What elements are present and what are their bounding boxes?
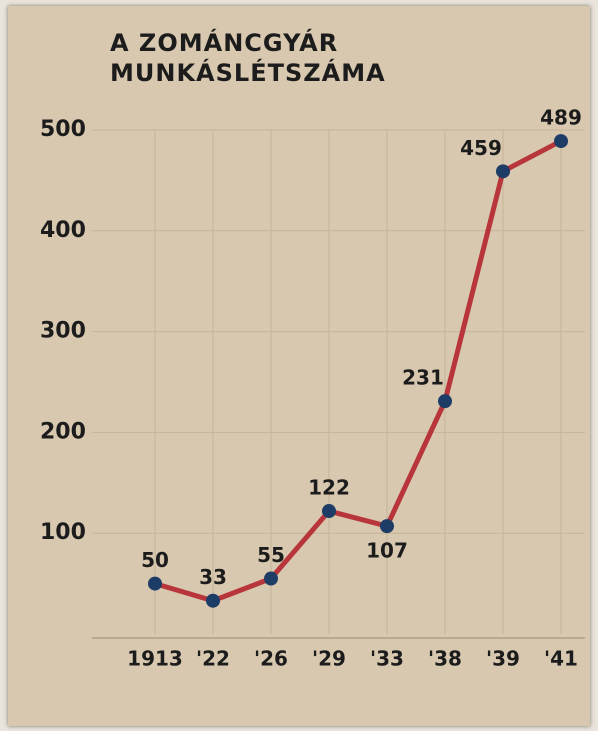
data-label: 122: [308, 476, 350, 500]
marker: [380, 519, 394, 534]
marker: [322, 504, 336, 519]
x-tick-label: '39: [486, 647, 520, 671]
y-tick-label: 500: [40, 117, 86, 142]
line: [154, 138, 563, 604]
x-tick-label: '29: [312, 647, 346, 671]
data-label: 55: [257, 543, 285, 567]
y-tick-label: 400: [40, 218, 86, 243]
data-label: 50: [141, 548, 169, 572]
marker: [496, 164, 510, 179]
x-tick-label: '22: [196, 647, 230, 671]
marker: [206, 593, 220, 608]
data-label: 459: [460, 136, 502, 160]
x-tick-label: '26: [254, 647, 288, 671]
data-label: 107: [366, 539, 408, 563]
y-tick-label: 200: [40, 419, 86, 444]
data-label: 489: [540, 106, 582, 130]
marker: [438, 394, 452, 409]
chart-title: A ZOMÁNCGYÁR MUNKÁSLÉTSZÁMA: [110, 29, 386, 87]
poster: [8, 6, 590, 726]
y-tick-label: 100: [40, 520, 86, 545]
data-label: 33: [199, 565, 227, 589]
marker: [554, 134, 568, 149]
x-tick-label: 1913: [127, 647, 183, 671]
y-tick-label: 300: [40, 319, 86, 344]
marker: [264, 571, 278, 586]
x-tick-label: '33: [370, 647, 404, 671]
marker: [148, 576, 162, 591]
data-label: 231: [402, 366, 444, 390]
x-tick-label: '41: [544, 647, 578, 671]
x-tick-label: '38: [428, 647, 462, 671]
